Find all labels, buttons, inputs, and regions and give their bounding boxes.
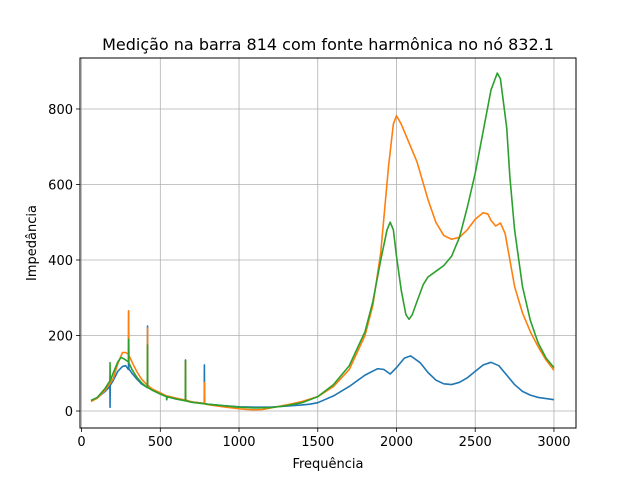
axis-ticks: 0 500 1000 1500 2000 2500 3000 0 200 400 600 800 <box>48 103 570 450</box>
plot-frame <box>79 57 577 429</box>
x-tick-label: 2500 <box>459 435 492 450</box>
y-tick-label: 600 <box>48 178 73 193</box>
x-axis-label: Frequência <box>292 457 363 472</box>
y-tick-label: 200 <box>48 330 73 345</box>
y-tick-label: 0 <box>65 405 73 420</box>
y-axis-label: Impedância <box>25 205 40 281</box>
chart-title: Medição na barra 814 com fonte harmônica… <box>102 35 554 54</box>
y-tick-label: 800 <box>48 103 73 118</box>
x-tick-label: 0 <box>77 435 85 450</box>
plot-area <box>90 72 555 411</box>
x-tick-label: 1500 <box>301 435 334 450</box>
series-line-2 <box>90 114 555 411</box>
x-tick-label: 1000 <box>222 435 255 450</box>
x-tick-label: 3000 <box>537 435 570 450</box>
y-tick-label: 400 <box>48 254 73 269</box>
series-line-3 <box>90 72 555 409</box>
x-tick-label: 500 <box>148 435 173 450</box>
grid <box>80 58 576 428</box>
x-tick-label: 2000 <box>380 435 413 450</box>
